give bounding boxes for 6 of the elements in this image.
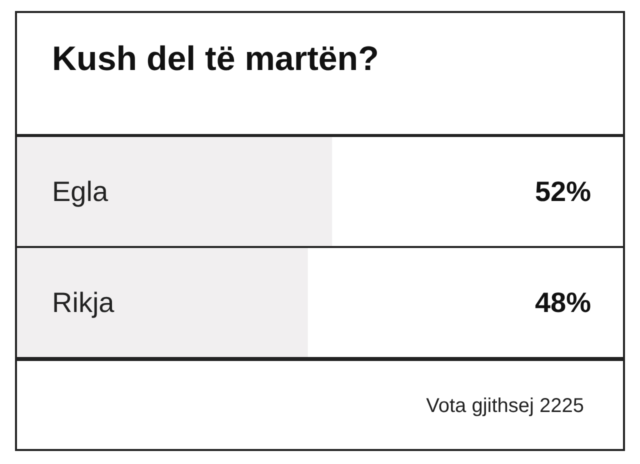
data-label: 52% bbox=[534, 176, 592, 207]
chart-title: Kush del të martën? bbox=[52, 40, 379, 79]
data-label: 48% bbox=[534, 287, 592, 318]
y-tick-label: Egla bbox=[52, 176, 108, 207]
text: Vota gjithsej 2225 bbox=[426, 395, 584, 418]
y-tick-label: Rikja bbox=[52, 287, 115, 318]
